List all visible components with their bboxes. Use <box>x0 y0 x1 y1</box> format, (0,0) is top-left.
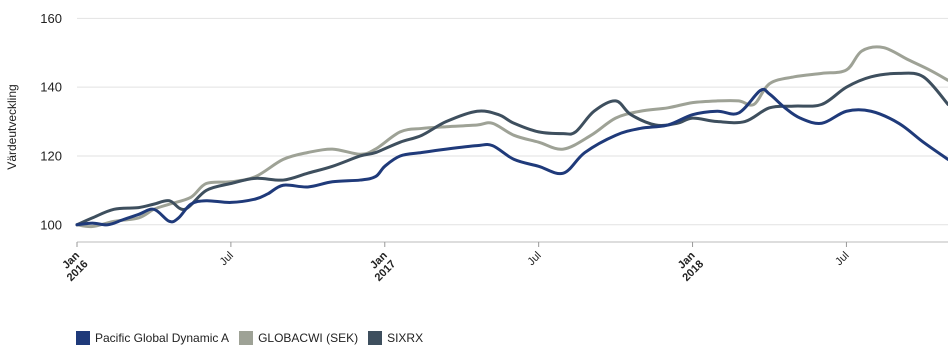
legend-swatch-pacific <box>76 331 90 345</box>
legend-label-globacwi: GLOBACWI (SEK) <box>258 331 359 345</box>
series-line-1 <box>75 45 948 229</box>
x-tick-label-5: Jul <box>833 250 851 268</box>
x-tick-label-2: Jan2017 <box>364 249 398 283</box>
series-lines <box>75 45 948 229</box>
gridlines <box>77 17 948 226</box>
y-tick-label-120: 120 <box>40 148 62 163</box>
x-tick-label-4: Jan2018 <box>672 249 706 283</box>
y-axis: 100 120 140 160 <box>40 11 62 232</box>
y-tick-label-100: 100 <box>40 217 62 232</box>
legend-item-sixrx[interactable]: SIXRX <box>368 331 423 345</box>
y-tick-label-140: 140 <box>40 80 62 95</box>
legend-label-pacific: Pacific Global Dynamic A <box>95 331 230 345</box>
x-tick-label-line: Jul <box>525 250 543 268</box>
legend-item-globacwi[interactable]: GLOBACWI (SEK) <box>239 331 358 345</box>
legend-swatch-globacwi <box>239 331 254 345</box>
x-tick-label-line: Jul <box>833 250 851 268</box>
x-tick-label-1: Jul <box>218 250 236 268</box>
y-axis-label: Värdeutveckling <box>5 84 19 169</box>
y-tick-label-160: 160 <box>40 11 62 26</box>
x-axis: Jan2016 Jul Jan2017 Jul Jan2018 Jul <box>56 241 948 284</box>
legend-label-sixrx: SIXRX <box>387 331 424 345</box>
x-tick-label-line: Jul <box>218 250 236 268</box>
legend-item-pacific[interactable]: Pacific Global Dynamic A <box>76 331 229 345</box>
series-line-0 <box>75 87 948 227</box>
x-tick-label-3: Jul <box>525 250 543 268</box>
chart-legend: Pacific Global Dynamic A GLOBACWI (SEK) … <box>76 331 423 345</box>
x-tick-label-0: Jan2016 <box>56 249 90 283</box>
legend-swatch-sixrx <box>368 331 383 345</box>
